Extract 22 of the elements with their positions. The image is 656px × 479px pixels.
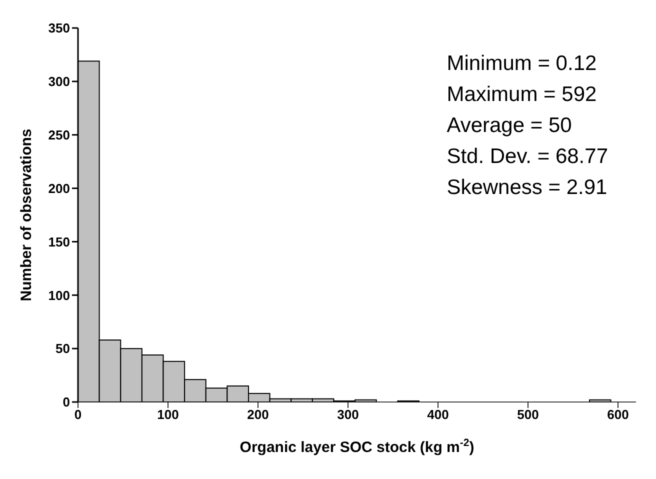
y-tick-label: 200 [48,180,70,196]
annotation: Average = 50 [446,113,573,139]
x-tick-label: 200 [247,407,269,422]
x-tick-label: 0 [74,407,82,422]
x-axis-title: Organic layer SOC stock (kg m$^{-2}$) [240,437,474,456]
y-tick-label: 350 [48,20,70,36]
y-tick-label: 0 [62,394,70,410]
y-tick-label: 300 [48,74,70,90]
x-tick-label: 100 [157,407,179,422]
annotation: Maximum = 592 [446,82,598,108]
annotation: Skewness = 2.91 [446,175,608,201]
x-tick-label: 500 [517,407,539,422]
y-tick-label: 100 [48,288,70,303]
y-tick-label: 150 [48,234,70,250]
x-tick-label: 600 [607,407,629,422]
annotation: Minimum = 0.12 [446,51,598,77]
y-tick-label: 250 [48,127,70,142]
annotation: Std. Dev. = 68.77 [446,144,608,170]
y-tick-label: 50 [56,341,70,356]
y-axis-title: Number of observations [18,128,34,302]
x-tick-label: 400 [427,407,449,422]
x-tick-label: 300 [337,407,359,422]
